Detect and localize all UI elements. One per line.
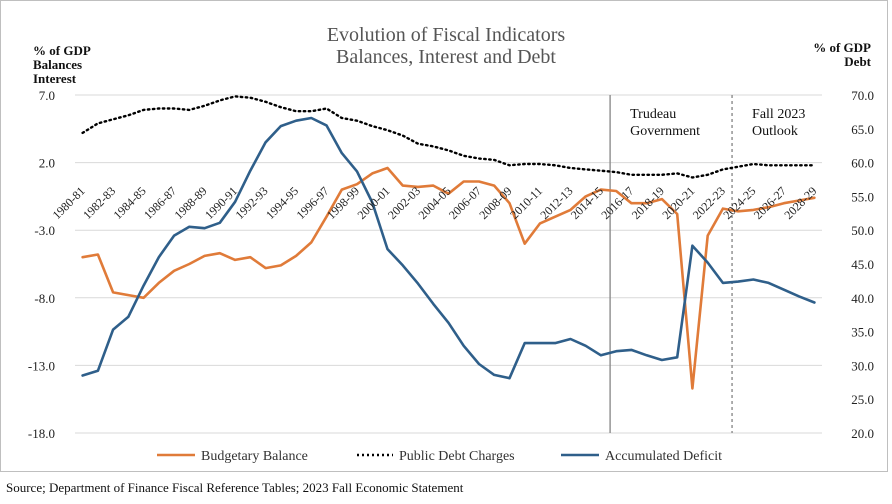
left-axis-label-line2: Balances: [33, 57, 82, 72]
right-tick-label: 60.0: [851, 156, 874, 171]
x-tick-label: 1980-81: [50, 184, 88, 222]
right-tick-label: 55.0: [851, 189, 874, 204]
x-tick-label: 2004-05: [415, 184, 453, 222]
left-axis-label-line1: % of GDP: [33, 43, 91, 58]
right-tick-label: 65.0: [851, 122, 874, 137]
annotations: Trudeau Government Fall 2023 Outlook: [609, 95, 805, 433]
left-tick-label: 2.0: [39, 156, 55, 171]
left-tick-label: -13.0: [28, 358, 55, 373]
right-tick-label: 20.0: [851, 426, 874, 441]
x-tick-label: 1986-87: [141, 184, 179, 222]
right-axis-label-line2: Debt: [844, 54, 871, 69]
fiscal-indicators-chart: Evolution of Fiscal Indicators Balances,…: [28, 24, 874, 464]
left-tick-label: -18.0: [28, 426, 55, 441]
right-tick-label: 40.0: [851, 291, 874, 306]
series: [81, 95, 816, 390]
x-tick-label: 2022-23: [690, 184, 728, 222]
right-tick-label: 35.0: [851, 325, 874, 340]
x-tick-label: 1988-89: [172, 184, 210, 222]
x-tick-label: 1982-83: [80, 184, 118, 222]
annotation-label: Trudeau: [630, 107, 676, 122]
right-tick-label: 25.0: [851, 392, 874, 407]
left-tick-label: 7.0: [39, 88, 55, 103]
legend-label-accumulated-deficit: Accumulated Deficit: [605, 449, 722, 464]
left-tick-label: -8.0: [34, 291, 55, 306]
legend-label-public-debt-charges: Public Debt Charges: [399, 449, 515, 464]
x-tick-label: 2010-11: [507, 184, 545, 222]
left-tick-label: -3.0: [34, 223, 55, 238]
annotation-label: Fall 2023: [752, 107, 805, 122]
chart-title: Evolution of Fiscal Indicators: [327, 24, 566, 46]
legend: Budgetary Balance Public Debt Charges Ac…: [157, 449, 722, 464]
right-tick-label: 30.0: [851, 358, 874, 373]
right-tick-label: 70.0: [851, 88, 874, 103]
x-tick-label: 1992-93: [232, 184, 270, 222]
annotation-label: Government: [630, 124, 700, 139]
x-tick-label: 2014-15: [568, 184, 606, 222]
x-tick-label: 1984-85: [111, 184, 149, 222]
chart-subtitle: Balances, Interest and Debt: [336, 46, 556, 68]
right-tick-label: 50.0: [851, 223, 874, 238]
x-tick-label: 2002-03: [385, 184, 423, 222]
chart-frame: [0, 0, 888, 472]
annotation-label: Outlook: [752, 124, 798, 139]
x-tick-label: 2024-25: [720, 184, 758, 222]
right-axis-label-line1: % of GDP: [813, 40, 871, 55]
series-line-accumulated-deficit: [81, 116, 816, 380]
left-axis-label-line3: Interest: [33, 71, 77, 86]
x-tick-label: 2000-01: [354, 184, 392, 222]
gridlines: [75, 94, 822, 434]
right-tick-label: 45.0: [851, 257, 874, 272]
source-note: Source; Department of Finance Fiscal Ref…: [6, 480, 464, 495]
x-tick-label: 1994-95: [263, 184, 301, 222]
series-line-public-debt-charges: [81, 95, 816, 179]
legend-label-budgetary-balance: Budgetary Balance: [201, 449, 308, 464]
series-line-budgetary-balance: [81, 166, 816, 390]
